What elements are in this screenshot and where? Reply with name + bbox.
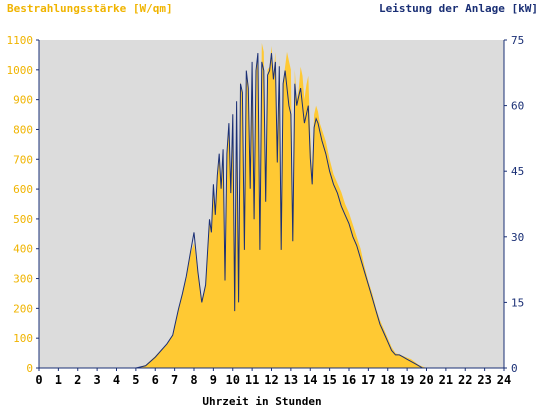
left-tick-label: 800 [13,123,33,136]
x-tick-label: 4 [113,373,120,387]
right-tick-label: 45 [511,165,524,178]
x-tick-label: 19 [400,373,414,387]
right-tick-label: 15 [511,296,524,309]
x-tick-label: 22 [458,373,472,387]
left-tick-label: 1000 [7,64,34,77]
left-axis-ticks: 0 100 200 300 400 500 600 700 800 900 1000 1100 [7,34,39,375]
left-tick-label: 200 [13,302,33,315]
left-tick-label: 900 [13,94,33,107]
x-tick-label: 17 [361,373,375,387]
left-tick-label: 0 [26,362,33,375]
left-tick-label: 600 [13,183,33,196]
x-tick-label: 11 [245,373,259,387]
irradiance-area [39,43,504,368]
x-tick-label: 14 [303,373,317,387]
x-tick-label: 2 [74,373,81,387]
x-tick-label: 5 [132,373,139,387]
x-tick-label: 8 [190,373,197,387]
x-tick-label: 15 [322,373,336,387]
x-tick-label: 9 [210,373,217,387]
x-tick-label: 13 [284,373,298,387]
left-tick-label: 500 [13,213,33,226]
x-tick-label: 24 [497,373,511,387]
x-tick-label: 21 [439,373,453,387]
x-axis-ticks: 0 1 2 3 4 5 6 7 8 9 10 11 12 13 14 15 16 17 18 19 20 21 22 23 24 [35,368,511,387]
x-tick-label: 1 [55,373,62,387]
left-tick-label: 700 [13,153,33,166]
x-tick-label: 0 [35,373,42,387]
right-axis-title: Leistung der Anlage [kW] [379,2,538,15]
x-tick-label: 12 [264,373,278,387]
left-axis-title: Bestrahlungsstärke [W/qm] [7,2,173,15]
x-tick-label: 10 [226,373,240,387]
x-tick-label: 18 [381,373,395,387]
x-tick-label: 16 [342,373,356,387]
x-tick-label: 23 [477,373,491,387]
right-tick-label: 0 [511,362,518,375]
right-axis-ticks: 0 15 30 45 60 75 [504,34,524,375]
left-tick-label: 300 [13,273,33,286]
left-tick-label: 1100 [7,34,34,47]
left-tick-label: 400 [13,243,33,256]
x-tick-label: 3 [94,373,101,387]
right-tick-label: 75 [511,34,524,47]
left-tick-label: 100 [13,332,33,345]
x-axis-title: Uhrzeit in Stunden [202,395,321,408]
x-tick-label: 20 [419,373,433,387]
x-tick-label: 7 [171,373,178,387]
power-line [39,53,504,369]
x-tick-label: 6 [152,373,159,387]
right-tick-label: 60 [511,100,524,113]
right-tick-label: 30 [511,231,524,244]
